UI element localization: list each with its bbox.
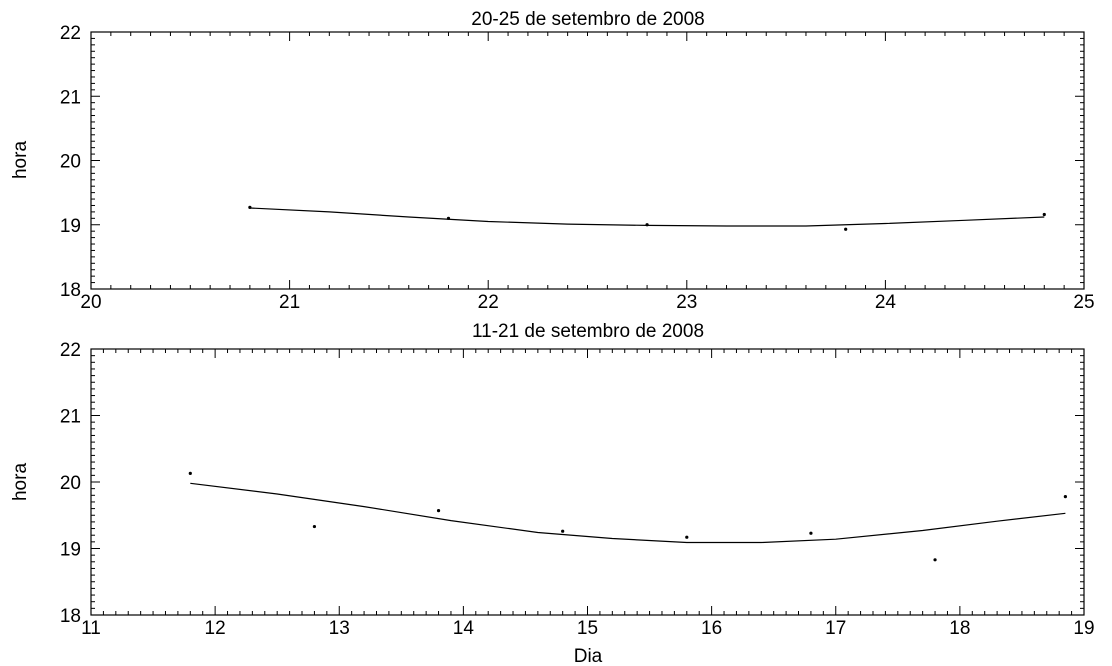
data-point	[248, 205, 252, 210]
plot-frame-top	[90, 31, 1085, 290]
y-tick-label: 19	[60, 216, 81, 237]
data-point	[561, 529, 565, 533]
data-point	[685, 535, 689, 539]
fit-line-bottom	[190, 482, 1066, 544]
y-axis-label-bottom: hora	[10, 463, 31, 501]
y-tick-label: 20	[60, 473, 81, 494]
y-tick-label: 21	[60, 87, 81, 108]
x-tick-label: 19	[1073, 618, 1094, 639]
x-tick-label: 13	[329, 618, 350, 639]
tick-labels-top: 20 21 22 23 24 25 18 19 20 21 22	[60, 23, 1095, 313]
y-tick-label: 21	[60, 407, 81, 428]
x-tick-label: 14	[453, 618, 475, 639]
y-tick-label: 22	[60, 23, 81, 44]
x-tick-label: 17	[825, 618, 846, 639]
data-point	[436, 508, 441, 513]
data-point	[188, 471, 192, 475]
chart-title-bottom: 11-21 de setembro de 2008	[472, 321, 704, 342]
data-point	[312, 524, 317, 529]
y-axis-label-top: hora	[10, 141, 31, 179]
data-point	[809, 531, 813, 535]
data-point	[933, 558, 937, 562]
plot-frame-bottom	[90, 348, 1085, 616]
ticks-bottom	[90, 348, 1085, 616]
data-point	[645, 223, 649, 227]
plot-panel-bottom: 11-21 de setembro de 2008 11 12 13 14 15 16 17…	[10, 321, 1095, 666]
x-axis-label-bottom: Dia	[574, 646, 603, 666]
x-tick-label: 20	[80, 292, 101, 313]
x-tick-label: 16	[701, 618, 722, 639]
y-tick-label: 20	[60, 152, 81, 173]
y-tick-label: 18	[60, 606, 81, 627]
data-point	[1042, 212, 1046, 217]
x-tick-label: 12	[205, 618, 226, 639]
x-tick-label: 21	[279, 292, 300, 313]
x-tick-label: 22	[478, 292, 499, 313]
y-tick-label: 22	[60, 340, 81, 361]
y-tick-label: 18	[60, 280, 81, 301]
plot-panel-top: 20-25 de setembro de 2008 20 21 22 23 24 25 18…	[10, 9, 1095, 313]
chart-title-top: 20-25 de setembro de 2008	[471, 9, 704, 30]
data-point	[1063, 495, 1067, 499]
data-point	[446, 216, 451, 220]
x-tick-label: 25	[1073, 292, 1094, 313]
x-tick-label: 11	[81, 618, 101, 639]
data-points-bottom	[188, 471, 1067, 562]
tick-labels-bottom: 11 12 13 14 15 16 17 18 19 18 19 20 21 22	[60, 340, 1095, 639]
data-point	[844, 227, 848, 231]
x-tick-label: 23	[676, 292, 697, 313]
ticks-top	[90, 31, 1085, 290]
x-tick-label: 24	[875, 292, 897, 313]
x-tick-label: 18	[949, 618, 970, 639]
data-points-top	[248, 205, 1046, 231]
x-tick-label: 15	[577, 618, 598, 639]
y-tick-label: 19	[60, 540, 81, 561]
